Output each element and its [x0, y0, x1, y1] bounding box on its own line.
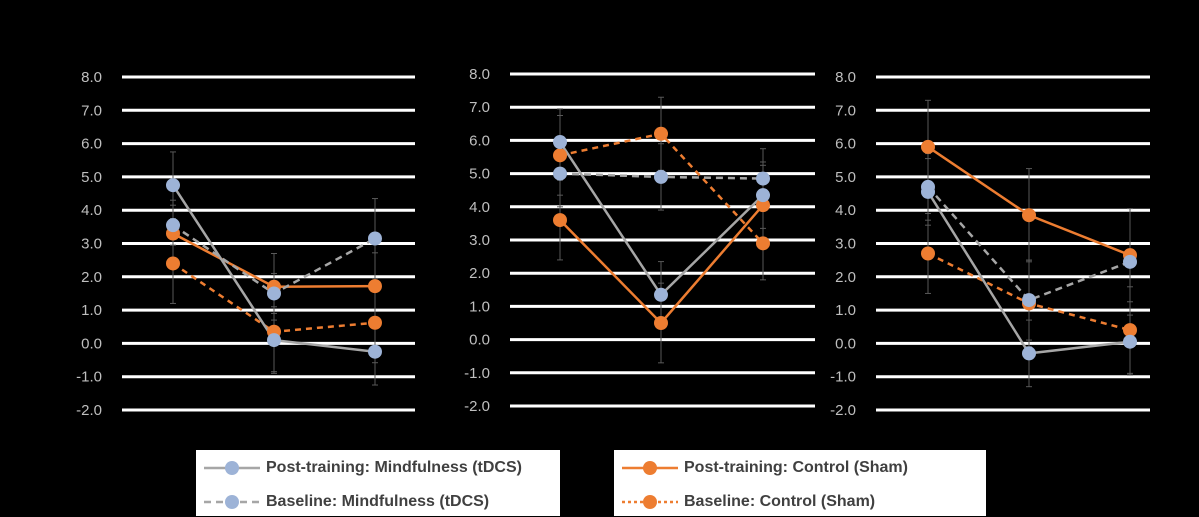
legend-marker-base-control: [622, 495, 678, 509]
y-tick-label: 5.0: [469, 166, 490, 183]
y-tick-label: 6.0: [469, 132, 490, 149]
legend-dot: [225, 495, 239, 509]
data-point-base-control: [166, 256, 180, 271]
y-tick-label: 2.0: [81, 269, 102, 286]
data-point-base-mindfulness: [267, 286, 281, 301]
y-tick-label: 0.0: [469, 332, 490, 349]
chart-panel-2: 8.0 7.0 6.0 5.0 4.0 3.0 2.0 1.0 0.0 -1.0 -2.0: [464, 66, 815, 415]
data-point-post-mindfulness: [654, 287, 668, 302]
data-point-post-mindfulness: [267, 333, 281, 348]
legend-label-post-control: Post-training: Control (Sham): [684, 459, 908, 476]
data-point-post-mindfulness: [1123, 334, 1137, 349]
data-point-post-control: [368, 279, 382, 294]
data-point-base-control: [756, 236, 770, 251]
legend-entry-post-control: Post-training: Control (Sham): [618, 453, 908, 483]
y-tick-label: 4.0: [81, 202, 102, 219]
y-tick-label: 5.0: [835, 169, 856, 186]
y-tick-label: -1.0: [464, 365, 490, 382]
data-point-base-control: [553, 148, 567, 163]
legend-entry-post-mindfulness: Post-training: Mindfulness (tDCS): [200, 453, 522, 483]
y-tick-label: 1.0: [835, 302, 856, 319]
data-point-post-control: [1022, 208, 1036, 223]
data-point-base-mindfulness: [166, 218, 180, 233]
y-tick-label: 3.0: [469, 232, 490, 249]
legend-marker-post-control: [622, 461, 678, 475]
legend-dot: [225, 461, 239, 475]
data-point-base-mindfulness: [553, 166, 567, 181]
y-tick-label: 0.0: [81, 335, 102, 352]
legend-marker-post-mindfulness: [204, 461, 260, 475]
y-tick-label: 7.0: [835, 102, 856, 119]
legend-box-mindfulness: [196, 450, 560, 516]
legend-entry-base-mindfulness: Baseline: Mindfulness (tDCS): [200, 487, 489, 517]
legend-label-post-mindfulness: Post-training: Mindfulness (tDCS): [266, 459, 522, 476]
data-point-post-control: [553, 213, 567, 228]
data-point-base-control: [1123, 323, 1137, 338]
data-point-base-control: [921, 246, 935, 261]
data-point-post-control: [654, 316, 668, 330]
y-tick-label: 1.0: [469, 298, 490, 315]
y-tick-label: 8.0: [835, 69, 856, 86]
legend-label-base-mindfulness: Baseline: Mindfulness (tDCS): [266, 493, 490, 510]
y-tick-label: 2.0: [469, 265, 490, 282]
y-tick-label: -1.0: [76, 369, 102, 386]
y-tick-label: 2.0: [835, 269, 856, 286]
y-tick-label: -2.0: [830, 402, 856, 419]
y-tick-label: 6.0: [835, 136, 856, 153]
y-tick-label: 3.0: [81, 236, 102, 253]
data-point-base-mindfulness: [368, 231, 382, 246]
y-tick-label: 4.0: [469, 199, 490, 216]
y-tick-label: -2.0: [464, 398, 490, 415]
y-tick-label: -1.0: [830, 369, 856, 386]
y-tick-label: 6.0: [81, 136, 102, 153]
chart-panel-1: 8.0 7.0 6.0 5.0 4.0 3.0 2.0 1.0 0.0 -1.0 -2.0: [76, 69, 415, 419]
chart-panels: 8.0 7.0 6.0 5.0 4.0 3.0 2.0 1.0 0.0 -1.0 -2.0 8.0 7.…: [76, 66, 1150, 419]
data-point-base-mindfulness: [654, 169, 668, 184]
legend-marker-base-mindfulness: [204, 495, 260, 509]
data-point-base-control: [368, 315, 382, 330]
data-point-post-control: [921, 139, 935, 154]
legend-entry-base-control: Baseline: Control (Sham): [618, 487, 875, 517]
series-line-base-mindfulness: [927, 186, 1131, 302]
y-tick-label: 8.0: [469, 66, 490, 83]
data-point-post-mindfulness: [368, 344, 382, 359]
y-tick-label: 1.0: [81, 302, 102, 319]
y-tick-label: 4.0: [835, 202, 856, 219]
chart-panel-3: 8.0 7.0 6.0 5.0 4.0 3.0 2.0 1.0 0.0 -1.0 -2.0: [830, 69, 1150, 419]
data-point-post-mindfulness: [756, 188, 770, 203]
data-point-base-control: [654, 126, 668, 141]
data-point-post-mindfulness: [921, 184, 935, 199]
y-tick-label: -2.0: [76, 402, 102, 419]
y-tick-label: 3.0: [835, 236, 856, 253]
legend-box-control: [614, 450, 986, 516]
legend-dot: [643, 461, 657, 475]
data-point-base-mindfulness: [756, 171, 770, 186]
y-tick-label: 0.0: [835, 335, 856, 352]
data-point-post-mindfulness: [166, 178, 180, 193]
data-point-base-mindfulness: [1123, 254, 1137, 269]
data-point-post-control: [756, 198, 770, 213]
y-tick-label: 5.0: [81, 169, 102, 186]
legend-label-base-control: Baseline: Control (Sham): [684, 493, 876, 510]
legend-dot: [643, 495, 657, 509]
y-tick-label: 8.0: [81, 69, 102, 86]
data-point-base-mindfulness: [1022, 293, 1036, 308]
data-point-post-mindfulness: [1022, 346, 1036, 361]
y-tick-label: 7.0: [81, 102, 102, 119]
data-point-post-mindfulness: [553, 135, 567, 150]
y-tick-label: 7.0: [469, 99, 490, 116]
